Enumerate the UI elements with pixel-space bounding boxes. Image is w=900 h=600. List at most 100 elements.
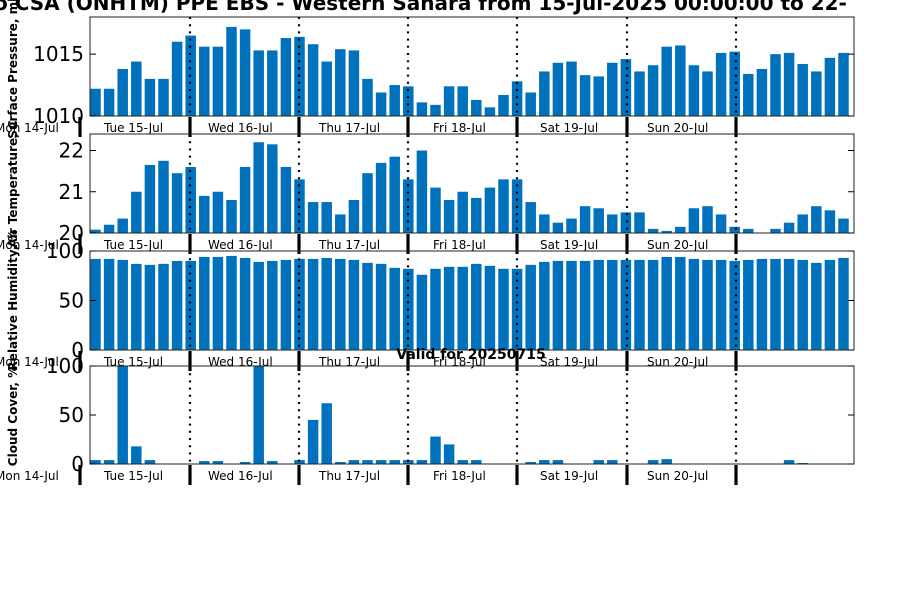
bar bbox=[239, 257, 251, 350]
bar bbox=[471, 99, 482, 116]
bar bbox=[199, 256, 210, 350]
bar bbox=[783, 258, 795, 350]
bar bbox=[280, 167, 292, 233]
bar bbox=[552, 222, 564, 233]
bar bbox=[362, 173, 373, 233]
day-label: Tue 15-Jul bbox=[103, 469, 163, 483]
bar bbox=[811, 71, 822, 116]
bar bbox=[117, 259, 128, 350]
day-label: Sun 20-Jul bbox=[647, 238, 708, 252]
bar bbox=[566, 218, 577, 233]
bar bbox=[715, 52, 727, 116]
bar bbox=[335, 462, 346, 464]
bar bbox=[430, 436, 441, 464]
bar bbox=[131, 446, 142, 464]
bar bbox=[593, 208, 604, 233]
chart-subtitle: Valid for 20250715 bbox=[396, 347, 545, 363]
bar bbox=[103, 460, 115, 464]
day-label: Tue 15-Jul bbox=[103, 238, 163, 252]
bar bbox=[348, 50, 360, 116]
bar bbox=[770, 258, 781, 350]
day-label: Mon 14-Jul bbox=[0, 355, 59, 369]
bar bbox=[185, 260, 196, 350]
bar bbox=[675, 226, 686, 233]
bar bbox=[403, 460, 414, 464]
y-tick-label: 0 bbox=[71, 452, 84, 476]
bar bbox=[539, 214, 550, 233]
bar bbox=[307, 202, 319, 233]
bar bbox=[647, 228, 659, 233]
y-tick-label: 1010 bbox=[33, 104, 84, 128]
bar bbox=[539, 71, 550, 116]
day-label: Thu 17-Jul bbox=[318, 469, 380, 483]
bar bbox=[552, 460, 564, 464]
bar bbox=[756, 68, 768, 116]
bar bbox=[131, 61, 142, 116]
y-tick-label: 50 bbox=[59, 403, 84, 427]
bar bbox=[539, 261, 550, 350]
bar bbox=[348, 200, 360, 233]
bar bbox=[362, 78, 373, 117]
bar bbox=[647, 65, 659, 116]
bar bbox=[158, 78, 169, 117]
bar bbox=[131, 191, 142, 233]
bar bbox=[199, 461, 210, 464]
bar bbox=[321, 257, 332, 350]
bar bbox=[253, 142, 264, 233]
bar bbox=[484, 265, 496, 350]
bar bbox=[647, 460, 659, 464]
day-label: Thu 17-Jul bbox=[318, 355, 380, 369]
bar bbox=[552, 260, 564, 350]
day-label: Sat 19-Jul bbox=[540, 121, 598, 135]
bar bbox=[525, 92, 536, 116]
bar bbox=[675, 256, 686, 350]
bar bbox=[362, 460, 373, 464]
bar bbox=[239, 29, 251, 117]
bar bbox=[158, 263, 169, 350]
bar bbox=[702, 71, 713, 116]
bar bbox=[498, 268, 509, 350]
bar bbox=[743, 259, 754, 350]
bar bbox=[457, 460, 468, 464]
bar bbox=[729, 260, 740, 350]
bar bbox=[620, 59, 632, 116]
bar bbox=[620, 212, 632, 234]
bar bbox=[239, 462, 251, 464]
bar bbox=[430, 104, 441, 116]
bar bbox=[511, 81, 523, 116]
bar bbox=[375, 263, 387, 350]
bar bbox=[348, 460, 360, 464]
y-tick-label: 1015 bbox=[33, 42, 84, 66]
bar bbox=[593, 460, 604, 464]
day-label: Sun 20-Jul bbox=[647, 121, 708, 135]
bar bbox=[294, 258, 305, 350]
day-label: Fri 18-Jul bbox=[433, 121, 486, 135]
bar bbox=[498, 94, 509, 116]
day-label: Sat 19-Jul bbox=[540, 238, 598, 252]
day-label: Tue 15-Jul bbox=[103, 355, 163, 369]
bar bbox=[335, 258, 346, 350]
bar bbox=[144, 164, 156, 233]
bar bbox=[90, 88, 101, 116]
day-label: Fri 18-Jul bbox=[433, 469, 486, 483]
bar bbox=[131, 263, 142, 350]
day-label: Sat 19-Jul bbox=[540, 355, 598, 369]
bar bbox=[443, 444, 455, 464]
bar bbox=[253, 50, 264, 116]
bar bbox=[593, 259, 604, 350]
y-axis-label: Cloud Cover, % bbox=[6, 366, 20, 466]
bar bbox=[416, 102, 428, 116]
chart-title: o CSA (ONHTM) PPE EBS - Western Sahara f… bbox=[0, 0, 847, 15]
bar bbox=[389, 156, 400, 233]
bar bbox=[253, 261, 264, 350]
bar bbox=[307, 258, 319, 350]
bar bbox=[824, 210, 836, 233]
bar bbox=[634, 71, 645, 116]
bar bbox=[375, 92, 387, 116]
bar bbox=[144, 264, 156, 350]
bar bbox=[403, 86, 414, 116]
bar bbox=[539, 460, 550, 464]
bar bbox=[661, 230, 672, 233]
day-label: Thu 17-Jul bbox=[318, 121, 380, 135]
bar bbox=[566, 260, 577, 350]
